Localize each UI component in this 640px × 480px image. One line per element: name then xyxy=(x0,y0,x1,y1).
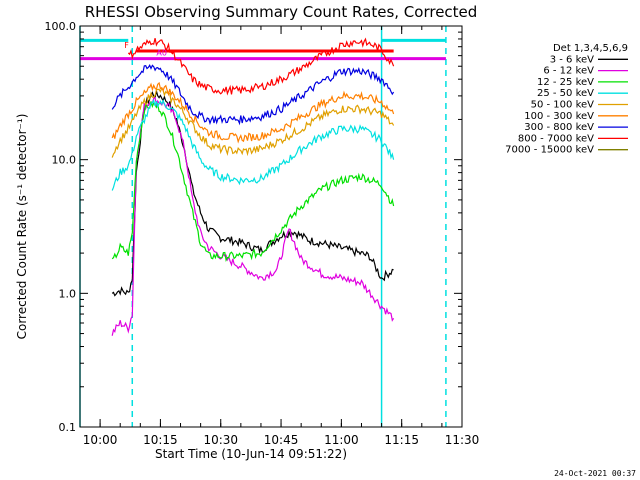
y-tick-label: 0.1 xyxy=(59,421,77,434)
x-tick-label: 10:45 xyxy=(264,433,299,447)
y-tick-label: 100.0 xyxy=(45,20,77,33)
series-line-2 xyxy=(111,101,395,262)
legend-entry-label: 3 - 6 keV xyxy=(550,54,594,65)
y-tick-label: 10.0 xyxy=(52,154,77,167)
y-tick-label: 1.0 xyxy=(59,287,77,300)
series-line-0 xyxy=(111,90,394,297)
x-tick-label: 10:30 xyxy=(203,433,238,447)
series-line-4 xyxy=(111,86,395,158)
timestamp-label: 24-Oct-2021 00:37 xyxy=(554,469,636,478)
legend-entry-label: 12 - 25 keV xyxy=(537,77,594,88)
x-tick-label: 10:15 xyxy=(143,433,178,447)
series-line-6 xyxy=(111,64,395,126)
legend-entry-label: 50 - 100 keV xyxy=(531,100,595,111)
x-tick-label: 11:15 xyxy=(384,433,419,447)
x-tick-label: 11:00 xyxy=(324,433,359,447)
annotation-1: A0 xyxy=(156,49,167,58)
series-line-3 xyxy=(111,98,395,191)
annotation-0: F xyxy=(124,41,129,50)
y-axis-label: Corrected Count Rate (s⁻¹ detector⁻¹) xyxy=(15,114,29,340)
x-axis-label: Start Time (10-Jun-14 09:51:22) xyxy=(155,447,347,461)
series-line-5 xyxy=(111,81,395,144)
legend-entry-label: 100 - 300 keV xyxy=(524,111,594,122)
legend-entry-label: 800 - 7000 keV xyxy=(518,133,594,144)
chart-title: RHESSI Observing Summary Count Rates, Co… xyxy=(85,3,478,21)
legend-entry-label: 6 - 12 keV xyxy=(543,66,594,77)
legend-entry-label: 25 - 50 keV xyxy=(537,88,594,99)
series-line-1 xyxy=(111,96,395,336)
series-line-7 xyxy=(127,37,395,96)
legend-entry-label: 7000 - 15000 keV xyxy=(505,145,594,156)
plot-frame xyxy=(79,25,463,428)
x-tick-label: 11:30 xyxy=(445,433,480,447)
x-tick-label: 10:00 xyxy=(83,433,118,447)
legend-entry-label: 300 - 800 keV xyxy=(524,122,594,133)
legend-title: Det 1,3,4,5,6,9 xyxy=(553,43,628,54)
